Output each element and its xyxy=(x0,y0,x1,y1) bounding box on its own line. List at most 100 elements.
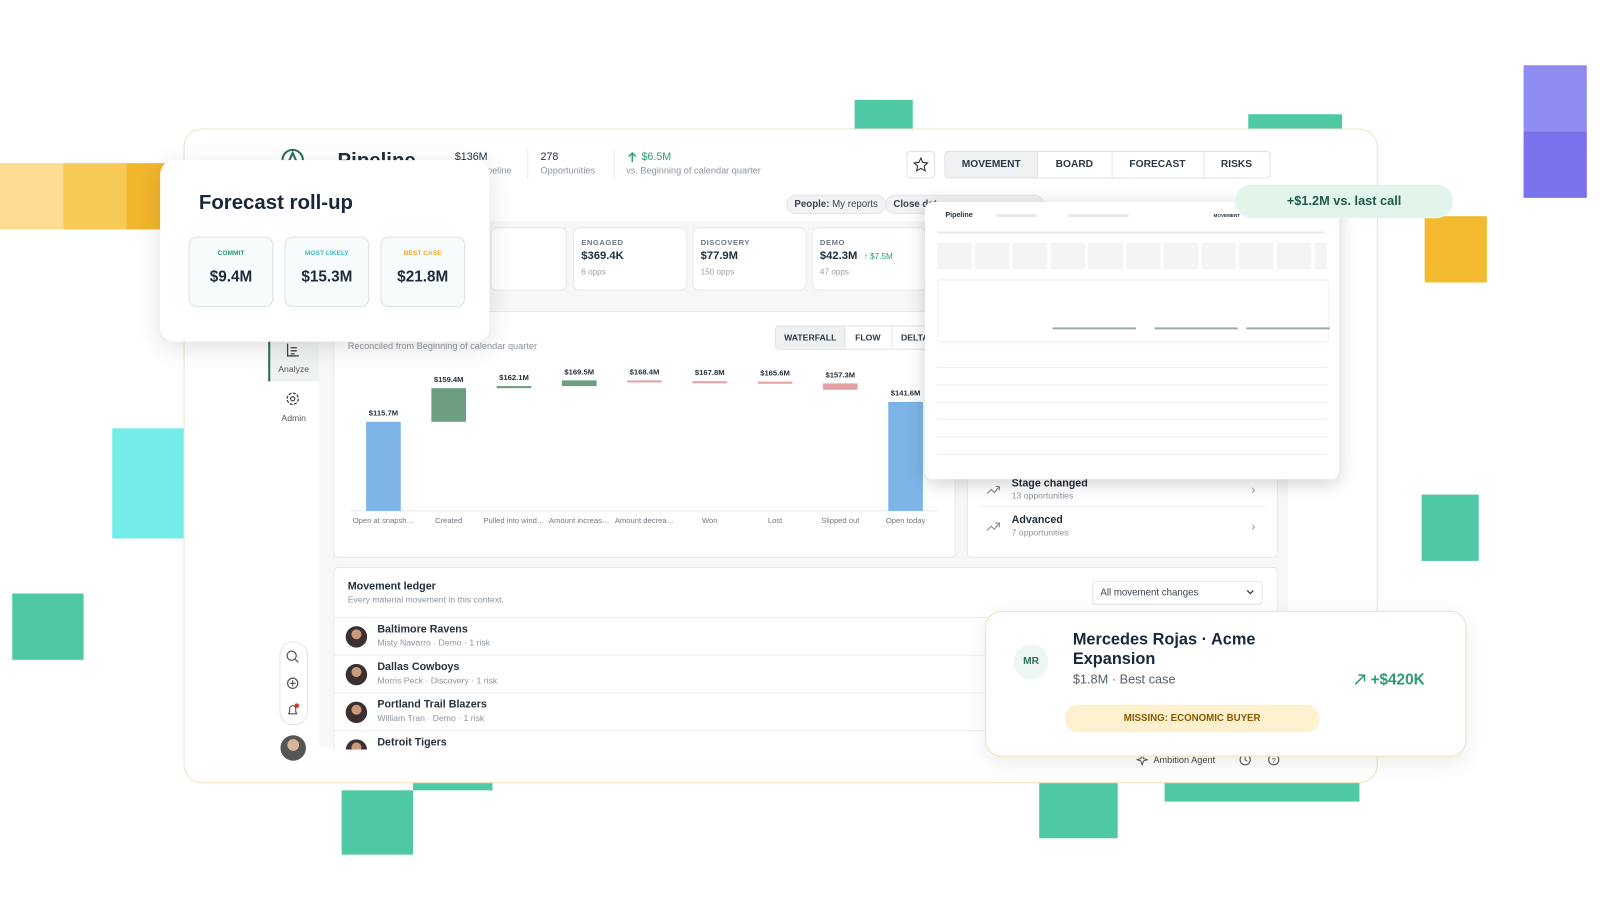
deco xyxy=(413,781,493,791)
icon-path xyxy=(1246,590,1254,595)
deco xyxy=(1248,114,1343,131)
view-tabs: WATERFALL FLOW DELTA xyxy=(775,325,957,350)
sidebar-label: Admin xyxy=(281,413,306,424)
waterfall-bar xyxy=(692,381,728,384)
user-avatar xyxy=(280,735,306,761)
divider xyxy=(527,149,529,179)
category-label: Open at snapsh… xyxy=(353,516,414,525)
tab-bar: MOVEMENT BOARD FORECAST RISKS xyxy=(944,150,1271,179)
rollup-label: COMMIT xyxy=(217,249,245,257)
separator xyxy=(980,505,1266,507)
tab[interactable]: FORECAST xyxy=(1112,151,1205,178)
category-label: Slipped out xyxy=(821,516,860,525)
icon-path xyxy=(289,680,296,687)
inset-line xyxy=(1052,327,1137,329)
ledger-row: Dallas Cowboys Morris Peck · Discovery · … xyxy=(334,654,1276,694)
inset-cards xyxy=(937,242,1327,270)
row-name: Baltimore Ravens xyxy=(377,623,468,636)
category-label: Pulled into wind… xyxy=(483,516,544,525)
tool-icons xyxy=(286,650,300,715)
chevron: › xyxy=(1251,482,1256,497)
category-label: Open today xyxy=(886,516,926,525)
row-avatar xyxy=(345,701,368,724)
ledger-title: Movement ledger xyxy=(347,580,436,593)
agent-icon xyxy=(1136,753,1149,766)
stage-name: DISCOVERY xyxy=(700,237,750,247)
star-icon xyxy=(912,156,929,172)
icon-path xyxy=(986,522,1001,531)
category-label: Created xyxy=(435,516,462,525)
opportunity-title: Mercedes Rojas · Acme Expansion xyxy=(1072,631,1256,668)
star-button[interactable] xyxy=(906,150,936,179)
stage-amount: $77.9M xyxy=(700,249,739,263)
element xyxy=(286,650,297,661)
icon-path xyxy=(986,485,1001,495)
change-title: Advanced xyxy=(1011,513,1063,527)
row-name: Detroit Tigers xyxy=(377,736,447,749)
deco xyxy=(1164,781,1360,802)
chart-card: Reconciled from Beginning of calendar qu… xyxy=(333,311,957,558)
element: ? xyxy=(1272,757,1276,765)
stage-delta: ↑ $7.5M xyxy=(863,251,893,262)
view-tab[interactable]: WATERFALL xyxy=(776,326,846,349)
deco xyxy=(1039,781,1118,839)
icon-path xyxy=(294,658,299,663)
stage-card xyxy=(490,227,568,291)
stat-label: vs. Beginning of calendar quarter xyxy=(626,165,761,176)
badge: +$1.2M vs. last call xyxy=(1234,184,1454,219)
inset-title: Pipeline xyxy=(945,212,973,220)
analyze-icon xyxy=(286,343,299,357)
view-tab[interactable]: DELTA xyxy=(900,332,929,343)
view-tab[interactable]: FLOW xyxy=(844,326,893,349)
trend-icon xyxy=(986,485,1001,495)
deco xyxy=(0,163,64,230)
category-label: Amount decrea… xyxy=(615,516,674,525)
stage-card: DISCOVERY $77.9M 150 opps xyxy=(692,227,807,291)
rollup-value: $21.8M xyxy=(397,268,449,286)
element xyxy=(294,703,300,709)
opportunity-card: MR Mercedes Rojas · Acme Expansion $1.8M… xyxy=(985,610,1467,757)
sidebar-active xyxy=(268,335,320,382)
change-title: Stage changed xyxy=(1011,477,1088,490)
inset-line xyxy=(1246,327,1330,329)
row-detail: William Tran · Demo · 1 risk xyxy=(377,712,485,724)
deco xyxy=(341,790,414,855)
stage-name: DEMO xyxy=(819,237,845,247)
element xyxy=(290,396,296,402)
inset-line xyxy=(1067,214,1129,218)
inset-line xyxy=(937,231,1325,234)
tab[interactable]: BOARD xyxy=(1037,151,1113,178)
icon-path xyxy=(287,705,298,715)
rollup-title: Forecast roll-up xyxy=(198,191,353,215)
tab[interactable]: RISKS xyxy=(1220,159,1253,171)
tool-rail xyxy=(279,641,308,726)
inset-table xyxy=(937,350,1327,466)
stage-count: 47 opps xyxy=(819,267,849,277)
sidebar-label: Analyze xyxy=(278,364,310,375)
chart-subtitle: Reconciled from Beginning of calendar qu… xyxy=(347,340,538,351)
tab[interactable]: MOVEMENT xyxy=(945,151,1039,178)
inset-panel xyxy=(937,279,1329,343)
deco xyxy=(1523,131,1587,198)
filter-pill[interactable]: People: My reports xyxy=(786,194,887,215)
inset-line xyxy=(1154,327,1239,329)
ledger-filter[interactable]: All movement changes xyxy=(1092,581,1263,605)
row-detail: Morris Peck · Discovery · 1 risk xyxy=(377,675,498,686)
rollup-label: BEST CASE xyxy=(403,249,442,257)
inset-screenshot: Pipeline MOVEMENT xyxy=(924,201,1339,480)
waterfall-bar xyxy=(627,380,662,383)
rollup-item: MOST LIKELY $15.3M xyxy=(284,236,370,307)
initials-avatar: MR xyxy=(1013,644,1049,680)
deco xyxy=(12,593,84,660)
filter-key: Close dat xyxy=(893,198,937,211)
change-count: 13 opportunities xyxy=(1011,490,1074,501)
stage-card: ENGAGED $369.4K 6 opps xyxy=(573,227,688,291)
stage-delta-value: $7.5M xyxy=(870,251,893,262)
ledger-row: Detroit Tigers xyxy=(334,730,1276,750)
inset-line xyxy=(996,214,1038,218)
divider xyxy=(613,149,615,179)
agent-label: Ambition Agent xyxy=(1153,754,1216,765)
trend-icon xyxy=(986,522,1001,531)
row-avatar xyxy=(345,663,368,686)
